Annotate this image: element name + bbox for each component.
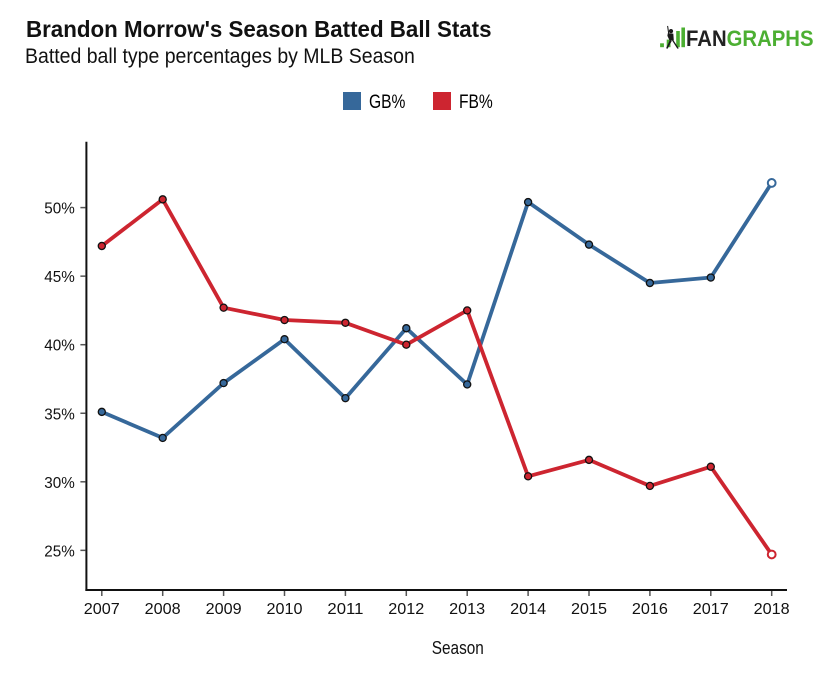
- series-line-fb: [100, 197, 774, 556]
- data-point-fb-2015: [584, 455, 594, 465]
- data-point-gb-2014: [523, 197, 533, 207]
- data-point-gb-2018-open: [766, 178, 777, 188]
- data-point-gb-2012: [402, 324, 411, 333]
- data-point-gb-2010: [280, 335, 289, 344]
- legend-label-gb: GB%: [368, 90, 406, 113]
- y-tick-label: 35%: [44, 406, 75, 423]
- data-point-fb-2013: [463, 306, 472, 315]
- y-tick-label: 50%: [44, 201, 75, 218]
- y-tick-label: 30%: [44, 475, 75, 492]
- data-point-fb-2008: [158, 195, 167, 204]
- x-tick-label: 2011: [327, 601, 363, 618]
- fangraphs-logo-text: FANGRAPHS: [686, 25, 814, 51]
- y-tick-label: 45%: [44, 269, 75, 286]
- chart-title: Brandon Morrow's Season Batted Ball Stat…: [26, 16, 492, 42]
- data-point-fb-2014: [523, 472, 533, 481]
- chart-legend: GB% FB%: [0, 92, 834, 111]
- x-tick-label: 2008: [145, 601, 181, 618]
- legend-swatch-fb: [433, 92, 452, 111]
- x-tick-label: 2016: [632, 601, 668, 618]
- x-tick-label: 2018: [754, 601, 790, 618]
- data-point-fb-2018-open: [766, 549, 777, 560]
- data-point-fb-2016: [645, 481, 655, 491]
- logo-text-fan: FAN: [686, 25, 728, 51]
- fangraphs-logo: FANGRAPHS: [657, 22, 817, 50]
- legend-swatch-gb: [343, 92, 362, 111]
- data-point-gb-2011: [341, 393, 350, 403]
- series-line-gb: [101, 181, 774, 440]
- x-tick-label: 2010: [267, 601, 303, 618]
- y-tick-label: 40%: [44, 338, 75, 355]
- x-tick-label: 2012: [388, 601, 424, 618]
- legend-label-fb: FB%: [458, 90, 493, 113]
- data-point-gb-2009: [219, 378, 228, 388]
- data-point-fb-2011: [341, 318, 350, 327]
- x-tick-label: 2015: [571, 601, 607, 618]
- x-tick-label: 2017: [693, 601, 729, 618]
- data-point-gb-2017: [706, 273, 715, 282]
- data-point-gb-2008: [158, 433, 167, 443]
- data-point-gb-2016: [645, 278, 655, 288]
- x-tick-label: 2014: [510, 601, 546, 618]
- x-tick-label: 2007: [84, 601, 120, 618]
- data-point-fb-2012: [402, 340, 411, 349]
- logo-text-graphs: GRAPHS: [727, 25, 814, 51]
- data-point-fb-2010: [280, 315, 289, 325]
- data-point-gb-2015: [584, 240, 594, 249]
- x-tick-label: 2009: [206, 601, 242, 618]
- data-point-fb-2007: [97, 241, 106, 251]
- data-point-fb-2017: [706, 462, 715, 471]
- data-point-fb-2009: [219, 303, 228, 312]
- data-point-gb-2007: [97, 407, 106, 417]
- data-point-gb-2013: [463, 380, 472, 389]
- x-axis-title: Season: [432, 637, 484, 658]
- x-tick-label: 2013: [449, 601, 485, 618]
- y-tick-label: 25%: [44, 543, 75, 560]
- chart-subtitle: Batted ball type percentages by MLB Seas…: [25, 44, 415, 68]
- fangraphs-logo-icon: [660, 25, 685, 49]
